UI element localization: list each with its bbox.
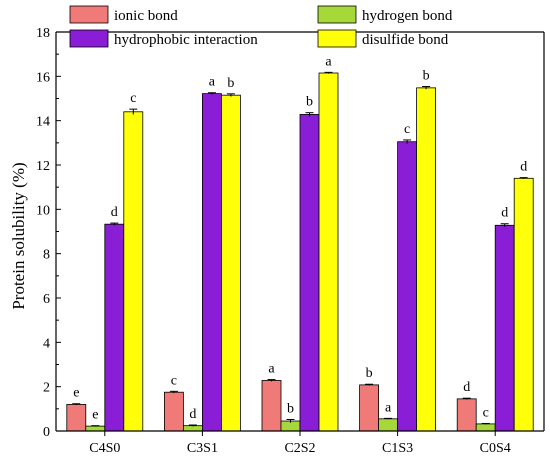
data-label: d [111,205,118,220]
bar [85,425,106,432]
bar [378,418,399,432]
bar [513,177,534,432]
legend-swatch [317,5,357,24]
y-tick-label: 14 [36,115,50,130]
bar [201,93,222,432]
data-label: a [385,400,392,415]
x-tick-label: C3S1 [187,441,218,456]
x-tick-label: C0S4 [480,441,511,456]
data-label: c [404,122,410,137]
bar [220,94,241,432]
y-tick-label: 12 [36,159,50,174]
legend-entry: disulfide bond [362,32,449,48]
data-label: d [501,206,508,221]
legend-entry: hydrogen bond [362,8,453,24]
data-label: a [268,362,275,377]
bar [104,223,125,432]
bar [318,72,339,432]
data-label: a [325,54,332,69]
bar [163,391,184,432]
y-tick-label: 18 [36,26,50,41]
bar [299,114,320,432]
data-label: d [520,160,527,175]
data-label: e [92,408,98,423]
bar [494,224,515,432]
y-tick-label: 4 [43,336,50,351]
data-label: c [171,373,177,388]
x-tick-label: C1S3 [382,441,413,456]
data-label: b [366,366,373,381]
x-tick-label: C4S0 [89,441,120,456]
data-label: b [287,401,294,416]
bar [456,398,477,432]
axes-layer: 0 2 4 6 8 10 12 14 16 18 C4S0 C3S1 C2S2 C1S3 C0S4 [36,26,545,456]
data-label: c [130,91,136,106]
legend-entry: ionic bond [114,8,178,24]
legend: ionic bond hydrogen bond hydrophobic inter… [69,5,453,48]
y-tick-label: 6 [43,292,50,307]
y-tick-label: 8 [43,248,50,263]
x-tick-label: C2S2 [284,441,315,456]
data-label: b [423,69,430,84]
bar [416,87,437,432]
data-label: b [227,76,234,91]
data-label: e [73,386,79,401]
y-tick-label: 10 [36,203,50,218]
data-label: b [306,95,313,110]
bar [66,403,87,432]
bar [123,111,144,432]
bar [182,425,203,432]
legend-swatch [317,29,357,48]
bar [475,423,496,432]
data-label: a [209,75,216,90]
y-tick-label: 2 [43,381,50,396]
data-label: d [189,407,196,422]
y-axis-title: Protein solubility (%) [9,162,28,309]
y-tick-label: 0 [43,425,50,440]
y-tick-label: 16 [36,70,50,85]
legend-entry: hydrophobic interaction [114,32,258,48]
bar [261,380,282,432]
data-label: c [483,405,489,420]
legend-swatch [69,5,109,24]
bar [397,141,418,432]
legend-swatch [69,29,109,48]
bar [359,384,380,432]
data-label: d [463,380,470,395]
